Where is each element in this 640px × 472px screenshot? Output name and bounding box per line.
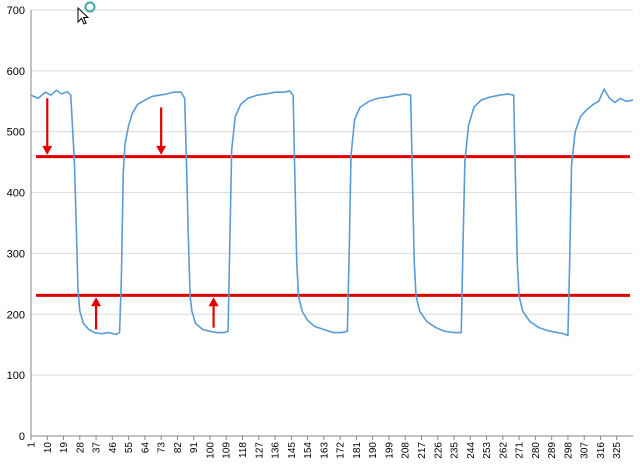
x-tick-label: 37 <box>92 442 103 454</box>
x-tick-label: 244 <box>466 442 477 459</box>
x-tick-label: 298 <box>563 442 574 459</box>
x-tick-label: 226 <box>433 442 444 459</box>
x-tick-label: 253 <box>482 442 493 459</box>
y-tick-label: 600 <box>7 66 25 78</box>
reference-lines <box>36 155 630 297</box>
x-tick-label: 316 <box>596 442 607 459</box>
x-tick-label: 208 <box>401 442 412 459</box>
x-tick-label: 181 <box>352 442 363 459</box>
x-tick-label: 100 <box>205 442 216 459</box>
up-arrow-annotation <box>208 297 219 328</box>
y-tick-label: 400 <box>7 188 25 200</box>
x-tick-label: 82 <box>173 442 184 454</box>
overlay <box>77 1 96 25</box>
x-tick-label: 19 <box>59 442 70 454</box>
x-tick-label: 64 <box>140 442 151 454</box>
x-axis-tick-labels: 1 10 19 28 37 46 55 64 73 82 91 100 109 118 127 136 145 1… <box>27 442 624 459</box>
axes <box>30 10 633 440</box>
x-tick-label: 10 <box>43 442 54 454</box>
y-tick-label: 500 <box>7 127 25 139</box>
x-tick-label: 145 <box>287 442 298 459</box>
annotation-arrows <box>42 98 219 330</box>
y-tick-label: 0 <box>19 431 25 443</box>
up-arrow-annotation <box>91 297 102 330</box>
mouse-pointer-icon <box>77 6 90 25</box>
x-tick-label: 136 <box>271 442 282 459</box>
x-tick-label: 1 <box>27 442 38 448</box>
x-tick-label: 307 <box>580 442 591 459</box>
gridlines <box>31 9 633 376</box>
x-tick-label: 190 <box>368 442 379 459</box>
x-tick-label: 109 <box>222 442 233 459</box>
x-tick-label: 91 <box>189 442 200 454</box>
x-tick-label: 262 <box>498 442 509 459</box>
x-tick-label: 127 <box>254 442 265 459</box>
x-tick-label: 271 <box>515 442 526 459</box>
y-tick-label: 300 <box>7 248 25 260</box>
series-layer <box>30 88 634 337</box>
x-tick-label: 28 <box>75 442 86 454</box>
down-arrow-annotation <box>42 98 53 155</box>
x-tick-label: 325 <box>612 442 623 459</box>
y-tick-label: 100 <box>7 370 25 382</box>
x-tick-label: 217 <box>417 442 428 459</box>
x-tick-label: 289 <box>547 442 558 459</box>
x-tick-label: 163 <box>319 442 330 459</box>
x-tick-label: 55 <box>124 442 135 454</box>
series-line <box>30 88 634 337</box>
y-tick-label: 700 <box>7 5 25 17</box>
x-tick-label: 46 <box>108 442 119 454</box>
y-tick-label: 200 <box>7 309 25 321</box>
x-tick-label: 118 <box>238 442 249 458</box>
x-tick-label: 199 <box>384 442 395 459</box>
x-tick-label: 154 <box>303 442 314 459</box>
busy-ring-icon <box>84 1 96 13</box>
x-tick-label: 280 <box>531 442 542 459</box>
y-axis-tick-labels: 0 100 200 300 400 500 600 700 <box>7 5 25 443</box>
x-tick-label: 73 <box>157 442 168 454</box>
x-tick-label: 235 <box>450 442 461 459</box>
down-arrow-annotation <box>156 107 167 155</box>
x-tick-label: 172 <box>336 442 347 459</box>
